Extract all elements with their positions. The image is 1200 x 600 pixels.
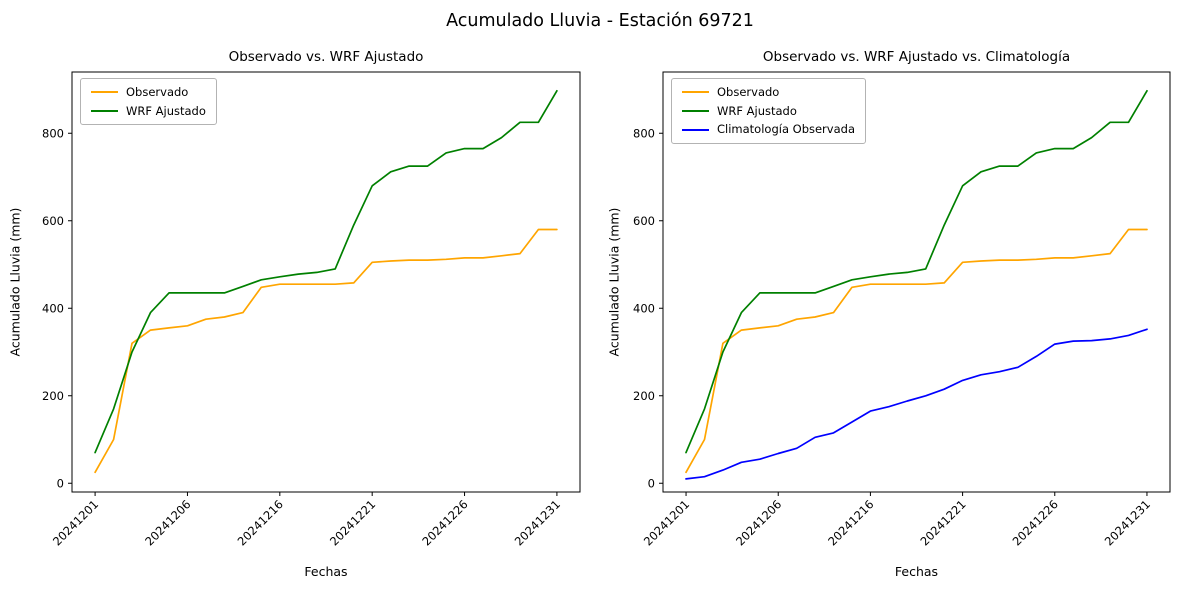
series-line-climatología-observada [685,328,1148,480]
x-tick-label: 20241221 [327,497,378,548]
x-tick-label: 20241221 [917,497,968,548]
legend-entry: WRF Ajustado [91,103,206,118]
series-line-observado [685,228,1148,474]
x-axis-label: Fechas [894,564,939,579]
x-tick-label: 20241231 [512,497,563,548]
x-tick-label: 20241206 [733,497,784,548]
plot-area-left: 0 200 400 600 800 20241201 20241206 20241216 202… [42,71,581,549]
legend-entry: WRF Ajustado [682,103,855,118]
y-tick-label: 600 [42,214,64,228]
series-line-wrf-ajustado [685,89,1148,454]
legend-entry: Climatología Observada [682,123,855,136]
legend: Observado WRF Ajustado Climatología Observ… [671,78,866,144]
y-tick-label: 0 [57,476,64,490]
subplot-left-title: Observado vs. WRF Ajustado [228,49,424,65]
x-tick-label: 20241226 [1010,497,1061,548]
series-line-wrf-ajustado [94,89,558,454]
x-tick-label: 20241201 [50,497,101,548]
x-tick-label: 20241231 [1102,497,1153,548]
y-tick-label: 200 [42,389,64,403]
y-tick-label: 0 [648,476,655,490]
y-tick-label: 800 [633,126,655,140]
legend-label: WRF Ajustado [126,103,206,118]
legend-entry: Observado [682,86,855,99]
x-tick-label: 20241216 [825,497,876,548]
x-tick-label: 20241216 [235,497,286,548]
legend-line-swatch [91,109,118,112]
legend-line-swatch [91,91,118,94]
subplot-left: Observado vs. WRF Ajustado Acumulado Llu… [0,40,600,600]
plot-area-right: 0 200 400 600 800 20241201 20241206 20241216 202… [633,71,1171,549]
x-tick-label: 20241206 [142,497,193,548]
y-tick-label: 600 [633,214,655,228]
figure-title: Acumulado Lluvia - Estación 69721 [446,11,754,31]
subplot-right: Observado vs. WRF Ajustado vs. Climatolo… [600,40,1200,600]
legend: Observado WRF Ajustado [80,78,217,126]
legend-label: Observado [717,85,780,99]
series-line-observado [94,228,558,474]
axes-frame [71,71,581,493]
x-tick-label: 20241226 [419,497,470,548]
legend-label: Observado [126,85,189,99]
subplot-right-title: Observado vs. WRF Ajustado vs. Climatolo… [762,49,1071,65]
x-tick-label: 20241201 [641,497,692,548]
y-tick-label: 400 [633,301,655,315]
y-tick-label: 400 [42,301,64,315]
x-axis-label: Fechas [304,564,348,579]
legend-line-swatch [682,91,709,94]
axes-frame [662,71,1171,493]
y-tick-label: 800 [42,126,64,140]
legend-line-swatch [682,128,709,131]
legend-entry: Observado [91,86,206,99]
y-tick-label: 200 [633,389,655,403]
legend-line-swatch [682,109,709,112]
legend-label: Climatología Observada [717,122,855,137]
legend-label: WRF Ajustado [717,103,797,118]
